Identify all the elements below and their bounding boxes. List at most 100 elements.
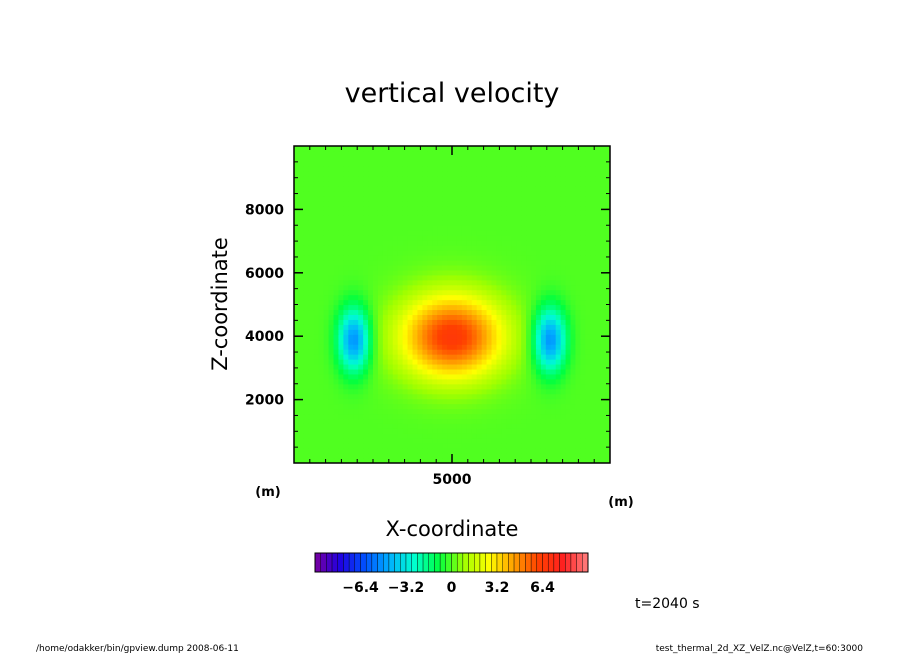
heatmap-cell	[308, 294, 315, 301]
heatmap-cell	[540, 269, 547, 276]
heatmap-cell	[377, 403, 384, 410]
heatmap-cell	[452, 195, 458, 202]
heatmap-cell	[412, 269, 419, 276]
heatmap-cell	[461, 453, 468, 459]
heatmap-cell	[407, 254, 414, 261]
heatmap-cell	[363, 319, 369, 325]
heatmap-cell	[531, 150, 537, 157]
heatmap-cell	[560, 269, 567, 276]
heatmap-cell	[461, 349, 468, 355]
heatmap-cell	[545, 289, 552, 296]
heatmap-cell	[407, 453, 414, 459]
heatmap-cell	[555, 383, 562, 390]
heatmap-cell	[545, 155, 552, 162]
heatmap-cell	[417, 250, 423, 256]
heatmap-cell	[358, 349, 364, 355]
heatmap-cell	[397, 180, 404, 187]
heatmap-cell	[407, 299, 414, 306]
heatmap-cell	[308, 349, 315, 355]
heatmap-cell	[531, 319, 537, 325]
heatmap-cell	[387, 378, 394, 385]
heatmap-cell	[363, 383, 369, 390]
heatmap-cell	[605, 215, 610, 221]
heatmap-cell	[466, 354, 473, 360]
heatmap-cell	[447, 373, 453, 380]
heatmap-cell	[481, 170, 488, 177]
heatmap-cell	[545, 448, 552, 454]
heatmap-cell	[298, 448, 305, 454]
heatmap-cell	[555, 180, 562, 187]
heatmap-cell	[402, 235, 409, 241]
heatmap-cell	[585, 185, 591, 192]
heatmap-cell	[476, 245, 483, 251]
heatmap-cell	[353, 393, 359, 400]
heatmap-cell	[575, 259, 581, 266]
heatmap-cell	[600, 215, 606, 221]
heatmap-cell	[491, 195, 498, 202]
heatmap-cell	[442, 334, 448, 340]
heatmap-cell	[392, 299, 399, 306]
heatmap-cell	[560, 245, 567, 251]
heatmap-cell	[565, 408, 572, 415]
heatmap-cell	[565, 294, 572, 301]
heatmap-cell	[481, 220, 488, 226]
heatmap-cell	[313, 155, 320, 162]
heatmap-cell	[422, 146, 428, 152]
heatmap-cell	[313, 458, 320, 463]
heatmap-cell	[570, 393, 577, 400]
heatmap-cell	[358, 344, 364, 350]
heatmap-cell	[333, 418, 340, 424]
heatmap-cell	[358, 358, 364, 365]
heatmap-cell	[580, 319, 586, 325]
heatmap-cell	[338, 373, 344, 380]
heatmap-cell	[595, 309, 601, 315]
heatmap-cell	[486, 235, 493, 241]
heatmap-cell	[600, 428, 606, 434]
heatmap-cell	[580, 165, 586, 172]
colorbar-cell	[542, 552, 549, 573]
heatmap-cell	[555, 264, 562, 271]
heatmap-cell	[437, 165, 443, 172]
heatmap-cell	[605, 339, 610, 345]
heatmap-cell	[313, 284, 320, 291]
heatmap-cell	[427, 215, 433, 221]
heatmap-cell	[298, 185, 305, 192]
heatmap-cell	[456, 284, 463, 291]
heatmap-cell	[373, 458, 379, 463]
y-axis-title: Z-coordinate	[208, 237, 232, 371]
heatmap-cell	[432, 339, 438, 345]
heatmap-cell	[605, 423, 610, 429]
heatmap-cell	[392, 294, 399, 301]
heatmap-cell	[456, 314, 463, 320]
heatmap-cell	[531, 160, 537, 167]
heatmap-cell	[461, 250, 468, 256]
heatmap-cell	[560, 155, 567, 162]
heatmap-cell	[294, 165, 300, 172]
heatmap-cell	[313, 279, 320, 286]
heatmap-cell	[402, 453, 409, 459]
heatmap-cell	[328, 304, 335, 311]
heatmap-cell	[392, 304, 399, 311]
heatmap-cell	[432, 240, 438, 246]
heatmap-cell	[605, 210, 610, 216]
colorbar-cell	[348, 552, 356, 573]
heatmap-cell	[550, 349, 557, 355]
heatmap-cell	[373, 264, 379, 271]
heatmap-cell	[392, 175, 399, 182]
heatmap-cell	[575, 433, 581, 439]
heatmap-cell	[437, 438, 443, 444]
heatmap-cell	[313, 269, 320, 276]
heatmap-cell	[368, 210, 374, 216]
heatmap-cell	[471, 284, 478, 291]
heatmap-cell	[535, 344, 542, 350]
heatmap-cell	[313, 438, 320, 444]
heatmap-cell	[560, 150, 567, 157]
heatmap-cell	[387, 225, 394, 231]
heatmap-cell	[456, 175, 463, 182]
heatmap-cell	[452, 225, 458, 231]
heatmap-cell	[343, 453, 349, 459]
heatmap-cell	[456, 215, 463, 221]
heatmap-cell	[476, 358, 483, 365]
heatmap-cell	[461, 403, 468, 410]
heatmap-cell	[427, 319, 433, 325]
